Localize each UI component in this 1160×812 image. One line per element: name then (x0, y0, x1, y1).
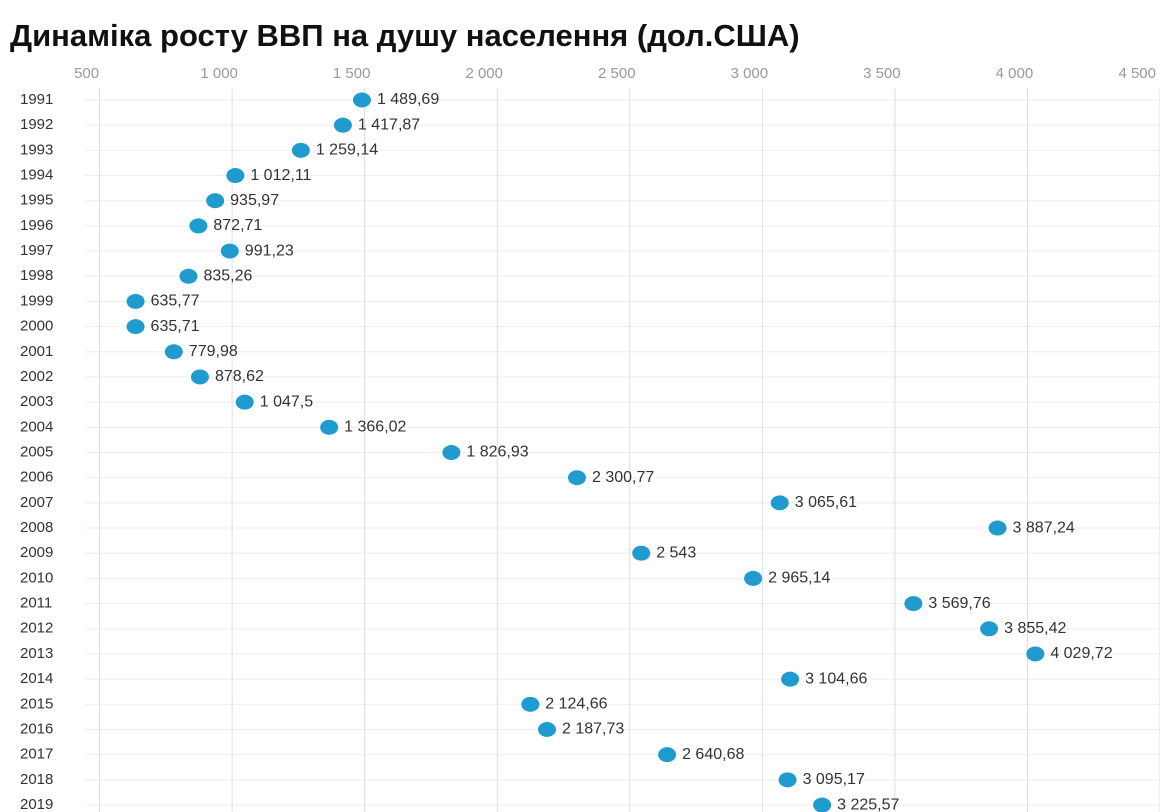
x-tick-label: 500 (74, 65, 99, 82)
y-tick-label: 2003 (20, 393, 53, 410)
value-label: 1 012,11 (250, 167, 311, 184)
value-label: 1 366,02 (344, 419, 406, 436)
y-tick-label: 2004 (20, 418, 53, 435)
y-tick-label: 1997 (20, 242, 53, 259)
value-label: 3 065,61 (795, 494, 857, 511)
value-label: 3 104,66 (805, 670, 867, 687)
value-label: 635,77 (151, 293, 200, 310)
value-label: 2 300,77 (592, 469, 654, 486)
dot (813, 797, 832, 812)
value-label: 635,71 (151, 318, 200, 335)
dot (320, 419, 339, 435)
y-tick-label: 2001 (20, 343, 53, 360)
y-tick-label: 2002 (20, 368, 53, 385)
dot (164, 344, 183, 360)
y-tick-label: 2017 (20, 746, 53, 763)
value-label: 3 225,57 (837, 796, 899, 812)
y-tick-label: 2018 (20, 771, 53, 788)
y-tick-label: 2019 (20, 796, 53, 812)
y-tick-label: 2009 (20, 544, 53, 561)
value-label: 878,62 (215, 368, 264, 385)
value-label: 835,26 (203, 267, 252, 284)
value-label: 872,71 (213, 217, 262, 234)
y-tick-label: 1998 (20, 267, 53, 284)
dot (744, 570, 763, 586)
dot (189, 218, 208, 234)
value-label: 2 640,68 (682, 746, 744, 763)
y-tick-label: 2005 (20, 443, 53, 460)
x-tick-label: 3 000 (731, 65, 769, 82)
value-label: 1 826,93 (466, 444, 528, 461)
dot (778, 772, 797, 788)
x-tick-label: 3 500 (863, 65, 901, 82)
value-label: 3 887,24 (1013, 519, 1075, 536)
y-tick-label: 2010 (20, 569, 53, 586)
value-label: 1 047,5 (260, 393, 313, 410)
y-tick-label: 1994 (20, 167, 53, 184)
value-label: 935,97 (230, 192, 279, 209)
y-tick-label: 1991 (20, 91, 53, 108)
y-tick-label: 2013 (20, 645, 53, 662)
dot (220, 243, 239, 259)
value-label: 4 029,72 (1050, 645, 1112, 662)
y-tick-label: 2012 (20, 620, 53, 637)
chart-title: Динаміка росту ВВП на душу населення (до… (10, 18, 800, 53)
y-tick-label: 2015 (20, 695, 53, 712)
dot (658, 747, 677, 763)
dot (352, 92, 371, 108)
y-tick-label: 2016 (20, 720, 53, 737)
y-tick-label: 1999 (20, 292, 53, 309)
y-tick-label: 2007 (20, 494, 53, 511)
dot (226, 168, 245, 184)
value-label: 991,23 (245, 242, 294, 259)
dot (206, 193, 225, 209)
value-label: 1 489,69 (377, 91, 439, 108)
value-label: 2 543 (656, 544, 696, 561)
dot (904, 596, 923, 612)
dot (988, 520, 1007, 536)
value-label: 779,98 (189, 343, 238, 360)
value-label: 1 417,87 (358, 116, 420, 133)
dot (442, 445, 461, 461)
dot (190, 369, 209, 385)
y-tick-label: 2011 (20, 595, 52, 612)
dot (632, 545, 651, 561)
value-label: 1 259,14 (316, 142, 378, 159)
dot (1026, 646, 1045, 662)
dot (291, 142, 310, 158)
y-tick-label: 1995 (20, 192, 53, 209)
y-tick-label: 2000 (20, 318, 53, 335)
dot (235, 394, 254, 410)
dot (567, 470, 586, 486)
y-tick-label: 2006 (20, 469, 53, 486)
dot (126, 293, 145, 309)
value-label: 2 965,14 (768, 570, 830, 587)
dot (980, 621, 999, 637)
y-tick-label: 2014 (20, 670, 53, 687)
dot (126, 319, 145, 335)
y-tick-label: 2008 (20, 519, 53, 536)
y-tick-label: 1993 (20, 141, 53, 158)
x-tick-label: 4 500 (1118, 65, 1156, 82)
x-tick-label: 1 000 (200, 65, 238, 82)
value-label: 2 187,73 (562, 721, 624, 738)
value-label: 2 124,66 (545, 696, 607, 713)
dot (521, 696, 540, 712)
value-label: 3 569,76 (928, 595, 990, 612)
x-tick-label: 4 000 (996, 65, 1034, 82)
value-label: 3 095,17 (803, 771, 865, 788)
value-label: 3 855,42 (1004, 620, 1066, 637)
y-tick-label: 1992 (20, 116, 53, 133)
y-tick-label: 1996 (20, 217, 53, 234)
x-tick-label: 2 000 (465, 65, 503, 82)
dot (333, 117, 352, 133)
dot (538, 722, 557, 737)
dot (770, 495, 789, 511)
x-tick-label: 1 500 (333, 65, 371, 82)
dot (179, 268, 198, 284)
dot (781, 671, 800, 687)
x-tick-label: 2 500 (598, 65, 636, 82)
